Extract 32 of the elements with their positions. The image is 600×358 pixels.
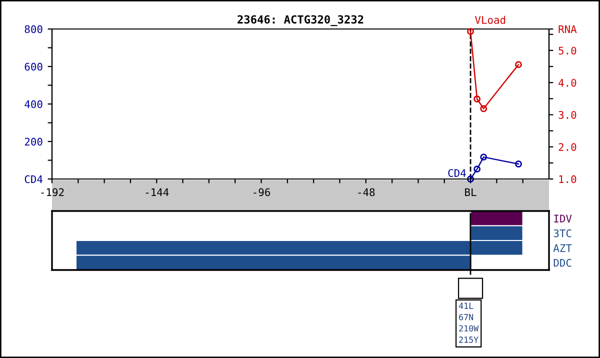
point	[515, 160, 522, 168]
series-label: VLoad	[474, 16, 506, 24]
y-tick-label: IDV	[554, 214, 572, 222]
y2-tick-label: 2.0	[558, 143, 576, 151]
point	[474, 166, 481, 173]
y2-tick-label: 5.0	[558, 46, 576, 55]
series-label: CD4	[448, 169, 466, 177]
y-tick-label: DDC	[554, 258, 572, 267]
y-tick-label: 200	[24, 138, 42, 146]
x-tick-label: BL	[465, 188, 476, 196]
x-tick-label: -48	[358, 188, 375, 196]
y2-tick-label: RNA	[558, 25, 577, 33]
point	[515, 61, 522, 68]
x-tick-label: -96	[254, 188, 270, 196]
point	[467, 28, 474, 35]
y2-tick-label: 3.0	[558, 110, 576, 119]
point	[480, 105, 488, 112]
y2-tick-label: 4.0	[558, 78, 576, 87]
x-tick-label: -144	[146, 188, 169, 196]
x-tick-label: -192	[41, 188, 64, 196]
y-tick-label: 3TC	[554, 229, 572, 238]
y-tick-label: CD4	[24, 175, 42, 184]
point	[467, 176, 474, 182]
y2-tick-label: 1.0	[559, 175, 576, 184]
point	[480, 154, 488, 161]
y-tick-label: 800	[24, 25, 42, 34]
point	[474, 95, 481, 102]
y-tick-label: AZT	[553, 244, 572, 252]
text: 41L 67N 210W 215Y	[458, 302, 479, 343]
chart-title: 23646: ACTG320_3232	[238, 15, 364, 26]
y-tick-label: 400	[24, 100, 42, 108]
y-tick-label: 600	[24, 62, 42, 71]
